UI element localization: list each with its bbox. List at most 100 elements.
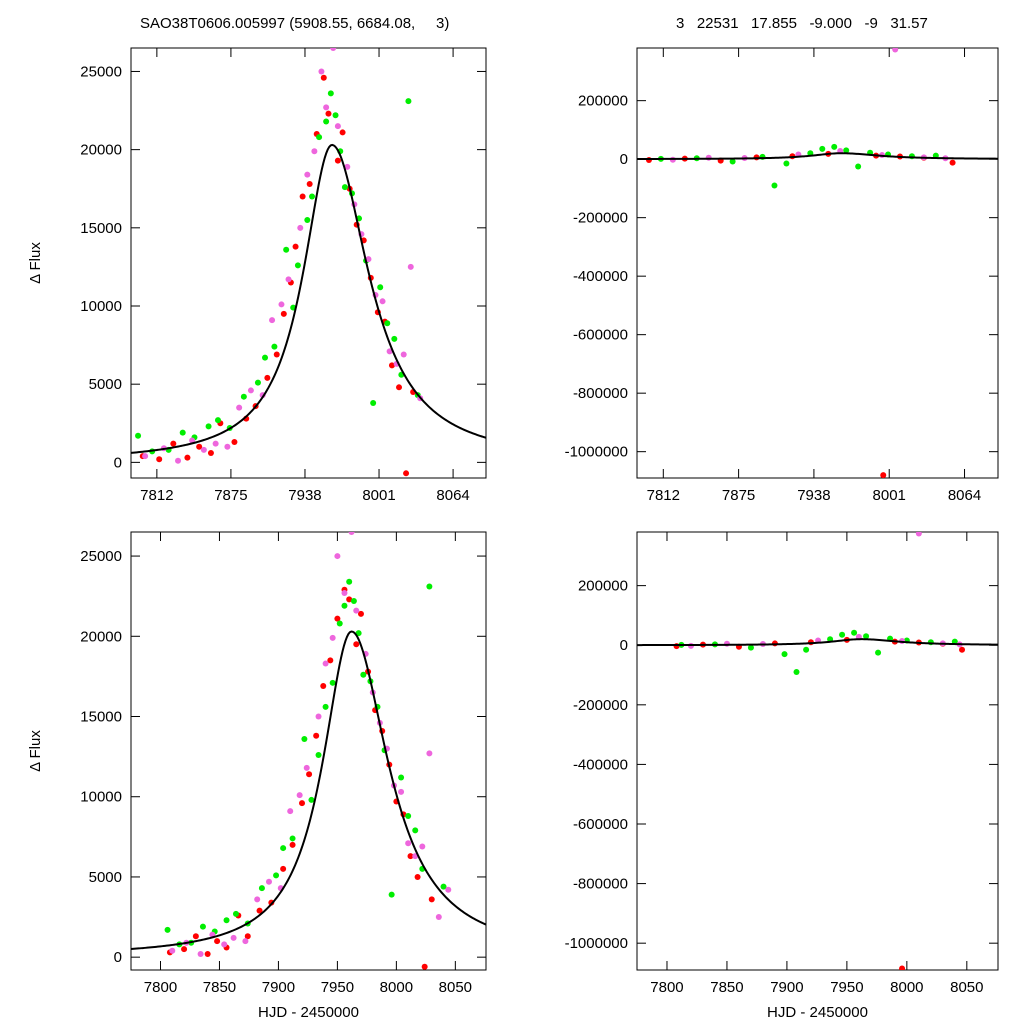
data-point xyxy=(184,454,191,461)
data-point xyxy=(192,933,199,940)
data-point xyxy=(273,872,280,879)
data-point xyxy=(196,443,203,450)
data-point xyxy=(803,646,810,653)
data-point xyxy=(336,620,343,627)
data-point xyxy=(230,934,237,941)
data-point xyxy=(311,148,318,155)
data-point xyxy=(783,160,790,167)
data-point xyxy=(278,301,285,308)
data-point xyxy=(309,193,316,200)
data-point xyxy=(280,865,287,872)
data-point xyxy=(327,657,334,664)
y-tick-label: 25000 xyxy=(80,63,122,80)
data-point xyxy=(440,883,447,890)
data-point xyxy=(325,110,332,117)
x-tick-label: 8000 xyxy=(380,979,413,996)
data-point xyxy=(273,351,280,358)
data-point xyxy=(330,48,337,51)
panel-bottom-right: -1000000 -800000 -600000 -400000 -200000 0 200… xyxy=(565,531,999,1021)
data-point xyxy=(181,946,188,953)
data-point xyxy=(303,764,310,771)
model-curve xyxy=(637,152,998,160)
y-axis-label: Δ Flux xyxy=(27,730,44,772)
data-point xyxy=(357,610,364,617)
x-tick-label: 7812 xyxy=(647,487,680,504)
data-point xyxy=(839,631,846,638)
y-tick-label: 5000 xyxy=(89,869,122,886)
data-point xyxy=(384,320,391,327)
data-point xyxy=(892,48,899,53)
data-point xyxy=(863,633,870,640)
data-point xyxy=(205,423,212,430)
data-point xyxy=(370,399,377,406)
x-tick-label: 8000 xyxy=(890,979,923,996)
y-tick-label: 10000 xyxy=(80,789,122,806)
data-point xyxy=(269,317,276,324)
data-point xyxy=(959,646,966,653)
data-point xyxy=(355,630,362,637)
data-point xyxy=(329,634,336,641)
data-point xyxy=(334,615,341,622)
data-point xyxy=(747,644,754,651)
data-point xyxy=(729,158,736,165)
data-point xyxy=(723,640,730,647)
x-tick-label: 7850 xyxy=(710,979,743,996)
data-point xyxy=(353,607,360,614)
data-point xyxy=(262,354,269,361)
y-tick-label: 0 xyxy=(114,949,122,966)
data-point xyxy=(949,159,956,166)
data-point xyxy=(294,262,301,269)
y-axis-label: Δ Flux xyxy=(27,242,44,284)
data-point xyxy=(214,938,221,945)
data-point xyxy=(880,472,887,478)
y-tick-label: -600000 xyxy=(573,327,628,344)
x-axis-label: HJD - 2450000 xyxy=(258,1004,359,1021)
data-point xyxy=(398,774,405,781)
y-tick-label: 200000 xyxy=(578,93,628,110)
data-point xyxy=(705,154,712,161)
data-point xyxy=(179,429,186,436)
data-point xyxy=(304,217,311,223)
figure-title-right: 3 22531 17.855 -9.000 -9 31.57 xyxy=(676,15,928,32)
data-point xyxy=(348,532,355,535)
data-point xyxy=(244,933,251,940)
data-point xyxy=(170,440,177,447)
data-point xyxy=(223,917,230,924)
x-tick-label: 7950 xyxy=(830,979,863,996)
data-point xyxy=(197,950,204,957)
data-point xyxy=(341,589,348,596)
data-point xyxy=(320,683,327,690)
y-tick-label: -1000000 xyxy=(565,935,628,952)
data-point xyxy=(308,796,315,803)
data-point xyxy=(164,926,171,933)
x-tick-label: 7900 xyxy=(770,979,803,996)
data-point xyxy=(771,182,778,189)
x-tick-label: 8001 xyxy=(362,487,395,504)
data-point xyxy=(323,118,330,125)
y-tick-label: -600000 xyxy=(573,816,628,833)
data-point xyxy=(264,374,271,381)
data-point xyxy=(645,157,652,164)
y-tick-label: 0 xyxy=(114,454,122,471)
y-tick-label: 15000 xyxy=(80,709,122,726)
data-point xyxy=(256,907,263,914)
data-points xyxy=(135,48,424,477)
data-point xyxy=(242,938,249,945)
data-point xyxy=(204,950,211,957)
data-point xyxy=(414,873,421,880)
data-point xyxy=(329,679,336,686)
x-tick-label: 7800 xyxy=(144,979,177,996)
panel-bottom-left: 0 5000 10000 15000 20000 25000 7800 7850 7900 795… xyxy=(27,531,487,1021)
axes-frame xyxy=(636,47,999,479)
data-point xyxy=(419,843,426,850)
data-point xyxy=(407,853,414,860)
data-point xyxy=(793,669,800,676)
data-point xyxy=(271,343,278,350)
data-point xyxy=(428,896,435,903)
data-point xyxy=(299,193,306,200)
data-point xyxy=(306,181,313,188)
data-point xyxy=(285,276,292,283)
data-point xyxy=(280,310,287,317)
data-point xyxy=(405,812,412,819)
data-point xyxy=(287,808,294,815)
